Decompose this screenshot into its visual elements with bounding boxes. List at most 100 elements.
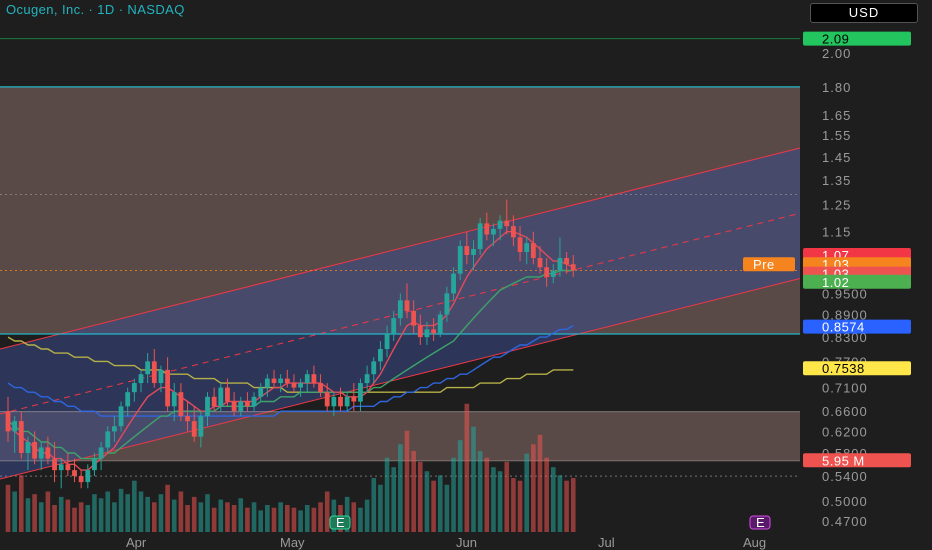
candle-body — [151, 361, 157, 384]
volume-bar — [32, 494, 37, 532]
candle — [497, 215, 503, 241]
candle — [464, 231, 470, 265]
y-tick-label: 1.55 — [822, 128, 851, 143]
y-tick-label: 0.5400 — [822, 469, 868, 484]
price-tag-bg — [803, 319, 911, 334]
y-tick-label: 1.35 — [822, 173, 851, 188]
y-tick-label: 0.8900 — [822, 308, 868, 323]
candle-body — [530, 243, 536, 259]
candle — [550, 264, 556, 284]
candle — [530, 231, 536, 265]
volume-bar — [437, 475, 443, 532]
x-tick-label: Apr — [126, 535, 147, 550]
volume-bar — [185, 505, 190, 532]
candle-body — [205, 396, 210, 417]
volume-bar — [484, 457, 490, 532]
volume-bar — [451, 457, 456, 532]
candle-body — [431, 329, 436, 334]
volume-bar — [411, 451, 416, 532]
candle-body — [238, 401, 244, 412]
candle — [138, 369, 144, 393]
candle — [92, 452, 97, 477]
candle — [364, 365, 370, 393]
candle — [324, 383, 330, 412]
candle-body — [38, 447, 44, 459]
candle-body — [158, 369, 164, 384]
candle-body — [404, 300, 410, 311]
volume-bar — [238, 498, 244, 532]
candle-body — [537, 258, 543, 268]
candle-body — [471, 249, 476, 256]
candle — [118, 401, 124, 432]
candle-body — [178, 392, 184, 417]
volume-bar — [497, 471, 503, 532]
volume-bar — [444, 484, 450, 532]
candle-body — [131, 383, 137, 393]
currency-button[interactable]: USD — [810, 3, 918, 23]
volume-bar — [5, 484, 11, 532]
channel-upper-line — [0, 147, 801, 350]
candle — [384, 325, 390, 358]
candle-body — [125, 392, 131, 407]
candle-body — [72, 470, 77, 477]
volume-bar — [304, 505, 310, 532]
volume-bar — [424, 471, 430, 532]
candle — [178, 383, 184, 422]
volume-bar — [298, 510, 303, 532]
candle — [72, 458, 77, 483]
candle-body — [424, 329, 430, 338]
volume-bar — [72, 507, 77, 532]
volume-bar — [524, 453, 529, 532]
candle — [258, 383, 264, 402]
candle-body — [550, 270, 556, 277]
candle — [557, 237, 563, 277]
candle — [304, 369, 310, 393]
volume-bar — [358, 507, 363, 532]
candle — [451, 267, 456, 301]
volume-bar — [178, 491, 184, 532]
volume-bar — [138, 491, 144, 532]
candle — [564, 251, 569, 274]
price-tag-label: 5.95 M — [822, 453, 865, 468]
candle-body — [444, 293, 450, 315]
volume-bar — [205, 494, 210, 532]
candle — [298, 378, 303, 397]
volume-bar — [85, 505, 91, 532]
candle-body — [245, 401, 250, 407]
candle-body — [338, 396, 343, 407]
candle — [245, 392, 250, 412]
y-tick-label: 0.7100 — [822, 381, 868, 396]
candle-body — [371, 361, 377, 375]
candle-body — [251, 396, 257, 407]
volume-bar — [278, 502, 283, 532]
y-tick-label: 0.6200 — [822, 424, 868, 439]
candle — [18, 411, 24, 459]
candle-body — [5, 411, 11, 432]
candle-body — [284, 378, 290, 384]
candle-body — [52, 458, 57, 471]
volume-bar — [52, 505, 57, 532]
candle-body — [417, 325, 423, 338]
candle — [211, 387, 217, 412]
candle-body — [358, 383, 363, 402]
ma-slow-line — [7, 324, 574, 417]
candle — [444, 286, 450, 322]
candle — [32, 431, 37, 465]
candle — [12, 416, 18, 453]
volume-bar — [404, 430, 410, 532]
candle — [437, 310, 443, 338]
price-tag: 1.02 — [803, 274, 911, 290]
candle-body — [457, 246, 463, 274]
candle — [344, 392, 350, 412]
candle — [145, 353, 151, 384]
price-tag-bg — [803, 31, 911, 46]
price-tag-bg — [803, 453, 911, 468]
candle — [25, 436, 31, 471]
volume-bar — [544, 457, 549, 532]
candle — [318, 374, 323, 397]
candle — [251, 392, 257, 412]
price-tag-label: 0.8574 — [822, 320, 865, 335]
volume-bar — [152, 502, 157, 532]
